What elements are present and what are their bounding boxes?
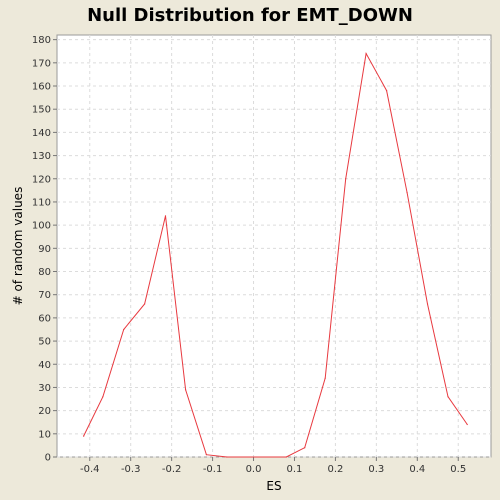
y-tick-label: 120 — [32, 174, 51, 185]
y-tick-label: 60 — [38, 313, 51, 324]
series-layer — [83, 51, 468, 458]
data-point — [365, 52, 367, 55]
data-point — [226, 456, 228, 458]
x-tick-label: -0.2 — [162, 464, 182, 475]
y-tick-label: 10 — [38, 429, 51, 440]
y-tick-label: 140 — [32, 128, 51, 139]
data-point — [83, 435, 85, 437]
y-tick-label: 80 — [38, 267, 51, 278]
y-axis-label: # of random values — [11, 187, 25, 306]
y-tick-label: 110 — [32, 197, 51, 208]
chart-title: Null Distribution for EMT_DOWN — [87, 5, 413, 26]
x-tick-label: -0.3 — [121, 464, 141, 475]
x-tick-label: -0.1 — [203, 464, 223, 475]
data-point — [324, 377, 326, 379]
grid-lines — [57, 35, 491, 458]
y-tick-label: 180 — [32, 35, 51, 46]
y-tick-label: 160 — [32, 82, 51, 93]
data-point — [304, 447, 306, 449]
data-point — [164, 215, 167, 217]
data-point — [144, 303, 146, 305]
data-point — [466, 423, 468, 426]
y-tick-label: 40 — [38, 360, 51, 371]
y-tick-label: 0 — [45, 453, 51, 464]
x-tick-label: 0.1 — [287, 464, 303, 475]
data-point — [426, 303, 429, 305]
data-point — [184, 389, 187, 391]
y-tick-label: 170 — [32, 58, 51, 69]
data-point — [345, 178, 347, 180]
x-tick-label: 0.3 — [368, 464, 384, 475]
data-point — [102, 396, 104, 398]
x-tick-label: 0.5 — [450, 464, 466, 475]
y-tick-label: 90 — [38, 244, 51, 255]
y-tick-label: 130 — [32, 151, 51, 162]
data-point — [385, 90, 388, 92]
x-tick-label: 0.2 — [327, 464, 343, 475]
x-tick-label: 0.0 — [246, 464, 262, 475]
axes: 0 10 20 30 40 50 60 70 80 90 100 110 120 130 140 150 160… — [32, 35, 466, 475]
y-tick-label: 150 — [32, 105, 51, 116]
y-tick-label: 30 — [38, 383, 51, 394]
y-tick-label: 20 — [38, 406, 51, 417]
y-tick-label: 50 — [38, 337, 51, 348]
data-point — [447, 396, 449, 398]
series-line — [83, 51, 468, 458]
data-point — [123, 328, 125, 331]
x-tick-label: 0.4 — [409, 464, 425, 475]
y-tick-label: 70 — [38, 290, 51, 301]
x-tick-label: -0.4 — [80, 464, 100, 475]
y-tick-label: 100 — [32, 221, 51, 232]
data-point — [205, 454, 208, 456]
x-axis-label: ES — [266, 479, 281, 493]
data-point — [406, 192, 408, 194]
plot-area — [56, 34, 492, 458]
data-point — [285, 456, 287, 458]
